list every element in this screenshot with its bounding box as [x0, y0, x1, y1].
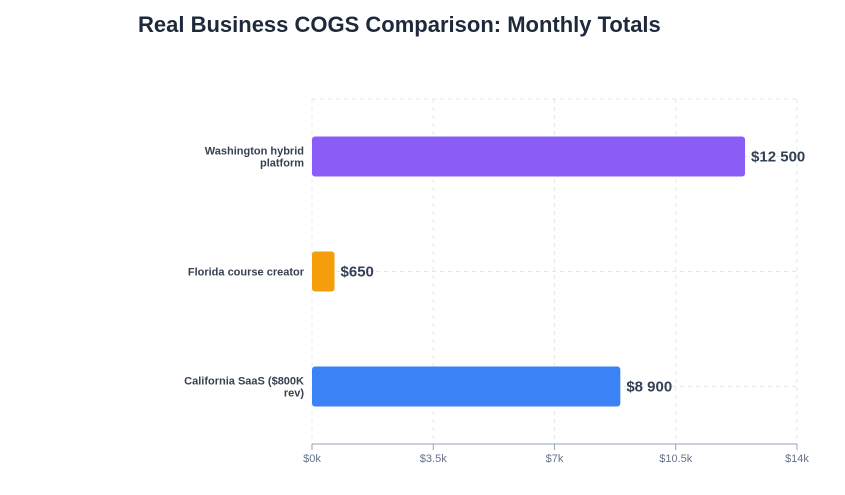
bar [312, 366, 621, 407]
x-tick-label: $7k [546, 453, 564, 465]
category-label: California SaaS ($800K [184, 376, 304, 388]
value-label: $12 500 [751, 149, 805, 166]
category-label: rev) [284, 388, 305, 400]
chart-title: Real Business COGS Comparison: Monthly T… [138, 12, 661, 37]
value-label: $650 [341, 264, 374, 281]
category-label: Washington hybrid [205, 146, 304, 158]
value-label: $8 900 [626, 379, 672, 396]
bar [312, 251, 335, 292]
x-tick-label: $14k [785, 453, 809, 465]
x-tick-label: $10.5k [659, 453, 693, 465]
category-label: Florida course creator [188, 267, 305, 279]
bar [312, 136, 746, 177]
x-tick-label: $0k [303, 453, 321, 465]
category-label: platform [260, 158, 304, 170]
x-tick-label: $3.5k [420, 453, 447, 465]
